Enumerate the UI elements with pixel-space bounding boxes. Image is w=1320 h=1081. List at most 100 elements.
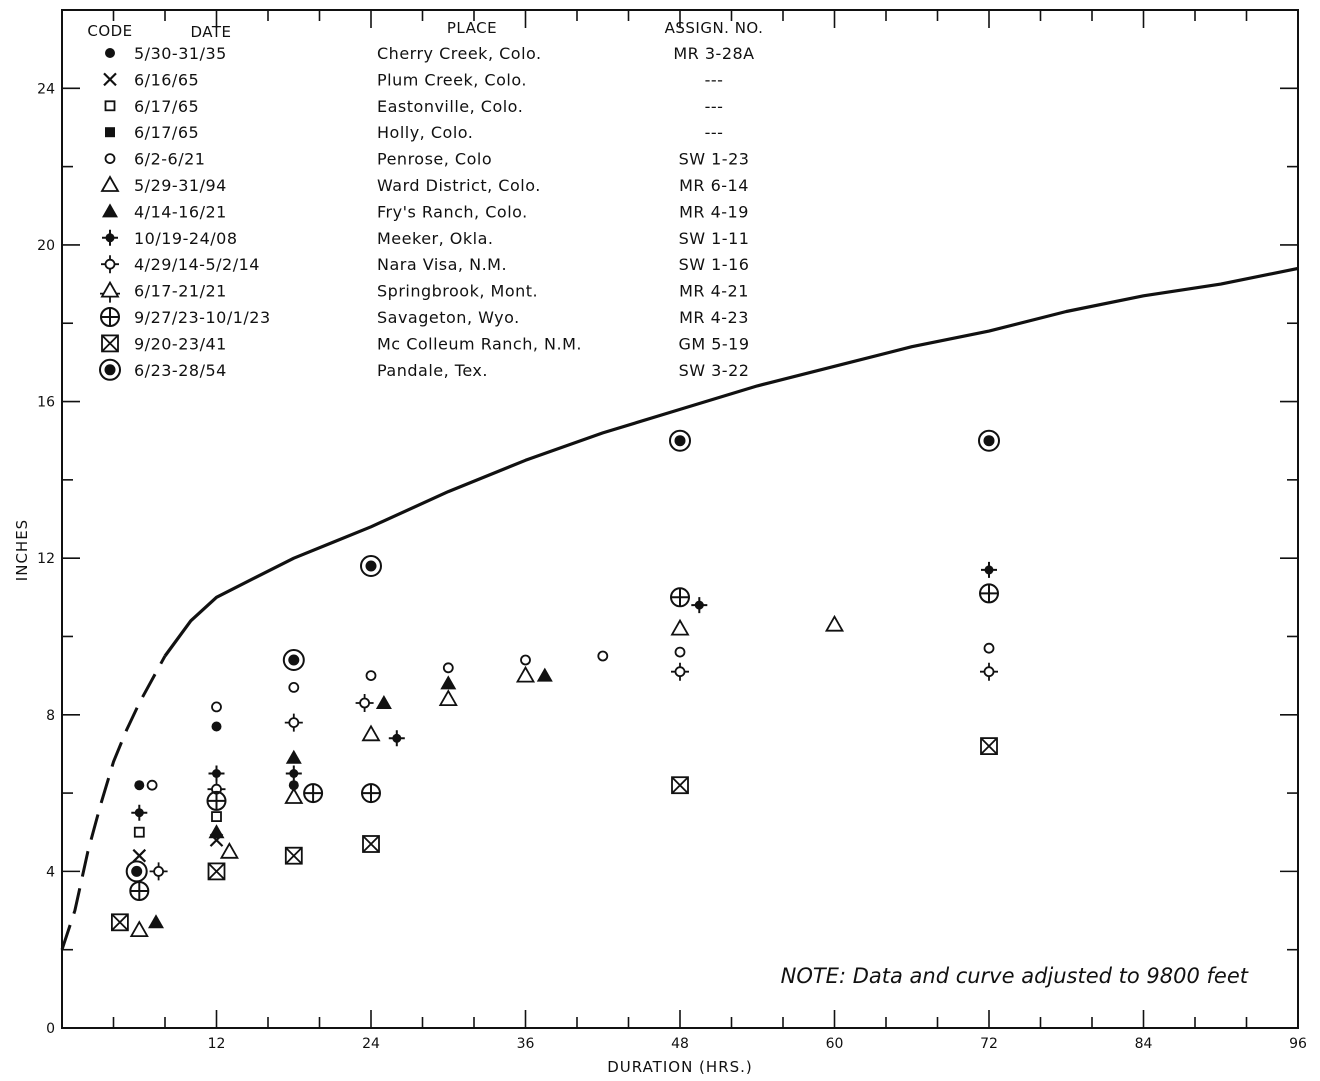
data-point-filled-triangle — [148, 914, 164, 928]
legend-assign: --- — [705, 97, 724, 116]
data-point-box-x — [112, 914, 128, 930]
x-tick-label: 24 — [362, 1036, 380, 1052]
legend-symbol-open-plus-circle — [101, 255, 119, 273]
data-point-filled-circle — [134, 780, 144, 790]
legend-date: 9/20-23/41 — [134, 334, 227, 353]
data-point-bullseye — [284, 650, 304, 670]
legend-place: Mc Colleum Ranch, N.M. — [377, 334, 582, 353]
data-point-box-x — [209, 863, 225, 879]
data-point-circle-cross — [304, 784, 322, 802]
data-point-open-circle — [212, 702, 221, 711]
data-point-open-square — [212, 812, 221, 821]
data-point-open-circle — [985, 644, 994, 653]
data-point-open-triangle — [131, 922, 147, 936]
x-tick-label: 36 — [517, 1036, 535, 1052]
legend-assign: SW 1-11 — [679, 229, 750, 248]
data-point-filled-triangle — [209, 824, 225, 838]
legend-symbol-filled-circle — [105, 48, 115, 58]
legend-date: 6/17/65 — [134, 123, 199, 142]
x-tick-label: 48 — [671, 1036, 689, 1052]
data-point-open-triangle — [440, 691, 456, 705]
y-tick-labels: 0 4 8 12 16 20 24 — [37, 81, 55, 1037]
data-point-box-x — [363, 836, 379, 852]
data-point-circle-cross — [362, 784, 380, 802]
legend-date: 6/17-21/21 — [134, 282, 227, 301]
legend-assign: SW 3-22 — [679, 361, 750, 380]
data-point-circle-cross — [208, 792, 226, 810]
x-tick-label: 72 — [980, 1036, 998, 1052]
data-point-open-circle — [444, 663, 453, 672]
legend-date: 4/14-16/21 — [134, 202, 227, 221]
legend-place: Meeker, Okla. — [377, 229, 493, 248]
legend-header-place: PLACE — [447, 19, 497, 37]
data-point-box-x — [981, 738, 997, 754]
legend-assign: MR 4-19 — [679, 202, 749, 221]
y-tick-label: 8 — [46, 708, 55, 724]
y-tick-label: 16 — [37, 395, 55, 411]
data-point-open-plus-circle — [356, 694, 374, 712]
legend-assign: MR 4-21 — [679, 282, 749, 301]
y-tick-label: 20 — [37, 238, 55, 254]
data-point-open-circle — [148, 781, 157, 790]
data-point-box-x — [672, 777, 688, 793]
legend-symbol-filled-square — [105, 127, 115, 137]
x-axis-title: DURATION (HRS.) — [607, 1058, 753, 1076]
data-point-open-circle — [367, 671, 376, 680]
legend-rows: 5/30-31/35 Cherry Creek, Colo. MR 3-28A 6/1… — [100, 44, 755, 380]
data-point-open-triangle — [827, 617, 843, 631]
data-point-x-mark — [133, 850, 145, 862]
data-point-star-dot — [286, 766, 302, 782]
legend-assign: MR 4-23 — [679, 308, 749, 327]
legend-place: Pandale, Tex. — [377, 361, 488, 380]
legend-header-code: CODE — [87, 22, 132, 40]
data-point-open-triangle — [221, 844, 237, 858]
data-point-filled-triangle — [286, 750, 302, 764]
y-tick-label: 12 — [37, 551, 55, 567]
legend-assign: SW 1-23 — [679, 150, 750, 169]
legend-place: Cherry Creek, Colo. — [377, 44, 542, 63]
legend-date: 5/29-31/94 — [134, 176, 227, 195]
legend-date: 9/27/23-10/1/23 — [134, 308, 271, 327]
legend-assign: --- — [705, 70, 724, 89]
data-point-open-plus-circle — [980, 663, 998, 681]
legend-place: Plum Creek, Colo. — [377, 70, 527, 89]
legend-date: 10/19-24/08 — [134, 229, 238, 248]
legend-symbol-triangle-stem — [100, 283, 120, 303]
x-tick-labels: 12 24 36 48 60 72 84 96 — [208, 1036, 1307, 1052]
data-point-open-triangle — [672, 621, 688, 635]
legend-date: 6/23-28/54 — [134, 361, 227, 380]
x-tick-label: 60 — [826, 1036, 844, 1052]
data-point-star-dot — [209, 766, 225, 782]
legend-header-date: DATE — [190, 23, 231, 41]
legend-symbol-bullseye — [100, 360, 120, 380]
data-points — [112, 431, 999, 936]
data-point-open-circle — [598, 652, 607, 661]
y-tick-label: 4 — [46, 864, 55, 880]
x-tick-label: 96 — [1289, 1036, 1307, 1052]
data-point-circle-cross — [130, 882, 148, 900]
data-point-bullseye — [127, 861, 147, 881]
chart-note: NOTE: Data and curve adjusted to 9800 fe… — [781, 964, 1249, 988]
legend-date: 5/30-31/35 — [134, 44, 227, 63]
data-point-star-dot — [981, 562, 997, 578]
data-point-bullseye — [670, 431, 690, 451]
data-point-open-circle — [676, 648, 685, 657]
legend-place: Ward District, Colo. — [377, 176, 541, 195]
legend-place: Fry's Ranch, Colo. — [377, 202, 528, 221]
legend-assign: GM 5-19 — [678, 334, 749, 353]
legend-place: Savageton, Wyo. — [377, 308, 520, 327]
data-point-bullseye — [361, 556, 381, 576]
legend-symbol-open-triangle — [102, 177, 118, 191]
x-tick-label: 12 — [208, 1036, 226, 1052]
x-tick-label: 84 — [1135, 1036, 1153, 1052]
legend-place: Holly, Colo. — [377, 123, 473, 142]
legend-symbol-circle-cross — [101, 308, 119, 326]
data-point-box-x — [286, 848, 302, 864]
data-point-filled-triangle — [440, 675, 456, 689]
legend-place: Nara Visa, N.M. — [377, 255, 507, 274]
y-tick-label: 0 — [46, 1021, 55, 1037]
legend-symbol-open-square — [106, 101, 115, 110]
data-point-bullseye — [979, 431, 999, 451]
legend-assign: MR 6-14 — [679, 176, 749, 195]
legend-symbol-star-dot — [102, 230, 118, 246]
